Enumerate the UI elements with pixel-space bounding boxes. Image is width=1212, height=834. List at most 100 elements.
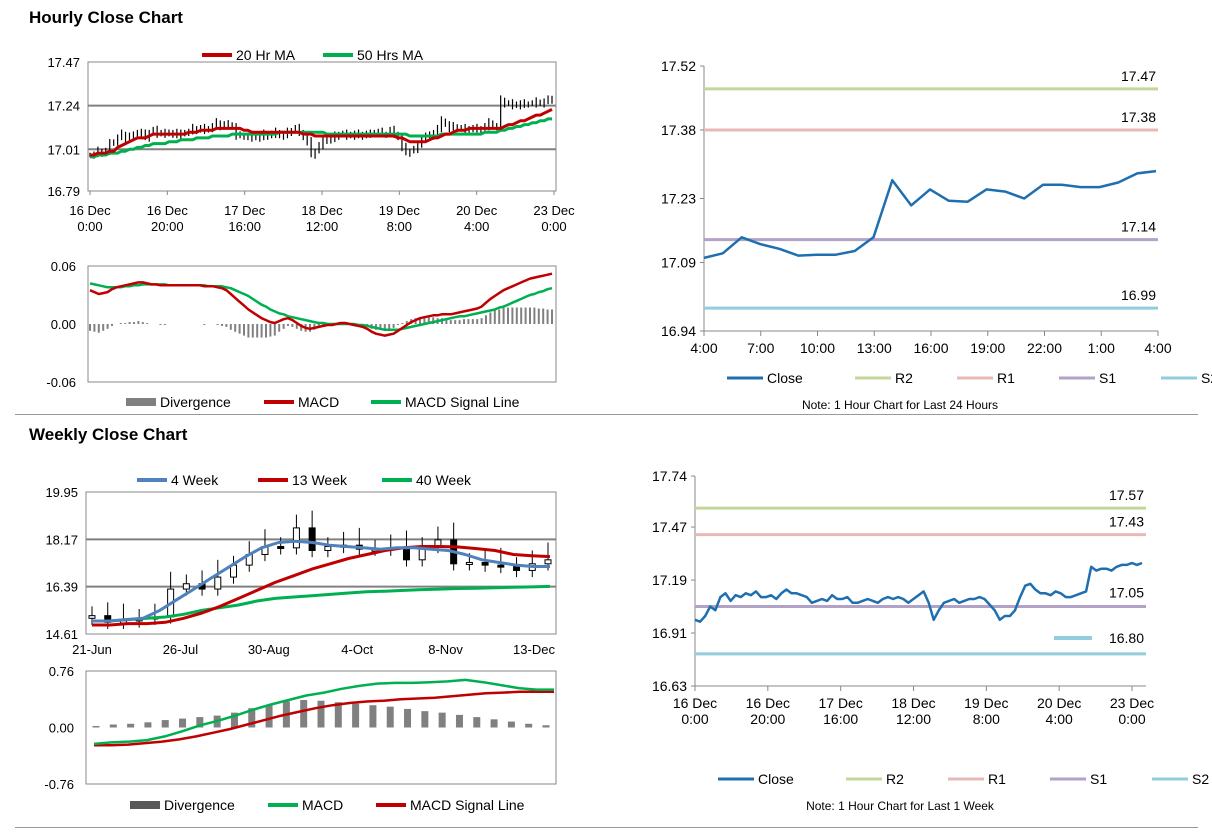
hourly-price-xtick: 16 Dec 0:00 <box>69 203 111 234</box>
weekly-candle-body <box>277 546 285 550</box>
weekly-divergence-bar <box>127 723 135 728</box>
weekly-divergence-bar <box>161 720 169 728</box>
weekly-levels-legend-s2-label: S2 <box>1192 771 1209 787</box>
weekly-price-xtick: 30-Aug <box>248 642 290 657</box>
weekly-price-ytick: 14.61 <box>45 627 78 642</box>
weekly-levels-xtick: 23 Dec 0:00 <box>1110 695 1154 727</box>
weekly-levels-xtick: 19 Dec 8:00 <box>964 695 1008 727</box>
weekly-levels-ytick: 17.47 <box>652 519 687 535</box>
hourly-levels-legend-r1-label: R1 <box>997 370 1015 386</box>
weekly-levels-ytick: 17.19 <box>652 572 687 588</box>
weekly-price-xtick: 21-Jun <box>72 642 112 657</box>
hourly-levels-legend-s2-label: S2 <box>1201 370 1212 386</box>
legend-13-week-label: 13 Week <box>292 472 348 488</box>
weekly-macd-ytick: 0.76 <box>49 664 74 679</box>
weekly-macd-ytick: 0.00 <box>49 721 74 736</box>
legend-weekly-divergence-label: Divergence <box>164 797 235 813</box>
weekly-candle-body <box>182 583 190 590</box>
weekly-candle-body <box>513 565 521 571</box>
weekly-candle-body <box>402 547 410 561</box>
hourly-price-xtick: 16 Dec 20:00 <box>147 203 189 234</box>
hourly-levels-legend-close-label: Close <box>767 370 803 386</box>
weekly-divergence-bar <box>455 714 463 728</box>
weekly-levels-xtick: 20 Dec 4:00 <box>1037 695 1081 727</box>
legend-weekly-macd-signal-label: MACD Signal Line <box>410 797 525 813</box>
hourly-macd-line <box>89 272 553 337</box>
weekly-price-xtick: 13-Dec <box>513 642 555 657</box>
hourly-price-xtick: 17 Dec 16:00 <box>224 203 266 234</box>
hourly-levels-xtick: 16:00 <box>913 340 948 356</box>
hourly-levels-s1-value: 17.14 <box>1121 219 1156 235</box>
hourly-levels-ytick: 16.94 <box>661 323 696 339</box>
hourly-macd-ytick: 0.00 <box>51 317 76 332</box>
legend-weekly-macd-label: MACD <box>302 797 343 813</box>
weekly-divergence-bar <box>109 724 117 728</box>
weekly-divergence-bar <box>196 717 204 728</box>
hourly-levels-r2-value: 17.47 <box>1121 68 1156 84</box>
legend-hourly-divergence-label: Divergence <box>160 394 231 410</box>
weekly-levels-note: Note: 1 Hour Chart for Last 1 Week <box>806 799 995 813</box>
weekly-divergence-bar <box>334 702 342 728</box>
hourly-price-ytick: 17.47 <box>47 55 80 70</box>
hourly-levels-xtick: 7:00 <box>747 340 774 356</box>
weekly-levels-ytick: 16.91 <box>652 625 687 641</box>
hourly-price-xtick: 23 Dec 0:00 <box>533 203 575 234</box>
weekly-candle-body <box>214 576 222 590</box>
weekly-levels-legend-s1-label: S1 <box>1090 771 1107 787</box>
weekly-divergence-bar <box>490 719 498 728</box>
weekly-divergence-bar <box>421 711 429 728</box>
hourly-levels-xtick: 4:00 <box>690 340 717 356</box>
legend-50hrs-ma-label: 50 Hrs MA <box>357 47 424 63</box>
legend-hourly-macd-label: MACD <box>298 394 339 410</box>
hourly-levels-note: Note: 1 Hour Chart for Last 24 Hours <box>802 398 998 412</box>
weekly-price-ytick: 18.17 <box>45 532 78 547</box>
weekly-candle-body <box>292 527 300 549</box>
hourly-levels-legend-s1-label: S1 <box>1099 370 1116 386</box>
weekly-macd-line <box>93 678 554 746</box>
hourly-price-ytick: 17.24 <box>47 99 80 114</box>
legend-40-week-label: 40 Week <box>416 472 472 488</box>
weekly-candle-body <box>324 546 332 552</box>
weekly-divergence-bar <box>317 700 325 728</box>
hourly-price-xtick: 20 Dec 4:00 <box>456 203 498 234</box>
weekly-levels-legend-r1-label: R1 <box>988 771 1006 787</box>
weekly-divergence-bar <box>144 722 152 728</box>
hourly-levels-close-line <box>703 169 1157 260</box>
weekly-divergence-bar <box>438 712 446 728</box>
weekly-candle-body <box>544 559 552 565</box>
legend-4-week-label: 4 Week <box>171 472 219 488</box>
weekly-price-xtick: 26-Jul <box>163 642 199 657</box>
weekly-divergence-bar <box>248 708 256 728</box>
weekly-divergence-bar <box>525 723 533 728</box>
weekly-levels-legend-r2-label: R2 <box>886 771 904 787</box>
weekly-levels-ytick: 16.63 <box>652 678 687 694</box>
hourly-levels-legend-r2-label: R2 <box>895 370 913 386</box>
weekly-levels-s2-value: 16.80 <box>1109 630 1144 646</box>
hourly-levels-ytick: 17.38 <box>661 122 696 138</box>
hourly-levels-ytick: 17.09 <box>661 254 696 270</box>
hourly-levels-ytick: 17.52 <box>661 58 696 74</box>
weekly-divergence-bar <box>404 708 412 728</box>
hourly-macd-ytick: -0.06 <box>46 375 76 390</box>
hourly-levels-xtick: 4:00 <box>1144 340 1171 356</box>
hourly-macd-frame <box>87 265 557 383</box>
hourly-levels-xtick: 13:00 <box>857 340 892 356</box>
weekly-levels-xtick: 17 Dec 16:00 <box>818 695 862 727</box>
weekly-levels-r1-value: 17.43 <box>1109 514 1144 530</box>
bottom-divider <box>15 827 1198 828</box>
weekly-price-ytick: 16.39 <box>45 580 78 595</box>
weekly-macd-ytick: -0.76 <box>44 777 74 792</box>
hourly-ma50-line <box>90 117 552 159</box>
hourly-levels-s2-value: 16.99 <box>1121 287 1156 303</box>
section-divider <box>15 414 1198 415</box>
hourly-levels-xtick: 1:00 <box>1088 340 1115 356</box>
weekly-divergence-bar <box>542 725 550 728</box>
hourly-section-title: Hourly Close Chart <box>29 8 183 27</box>
weekly-divergence-bar <box>92 726 100 728</box>
weekly-macd-signal-line <box>94 690 554 747</box>
weekly-divergence-bar <box>265 705 273 728</box>
weekly-levels-ytick: 17.74 <box>652 468 687 484</box>
legend-20hr-ma-label: 20 Hr MA <box>236 47 296 63</box>
weekly-section-title: Weekly Close Chart <box>29 425 188 444</box>
